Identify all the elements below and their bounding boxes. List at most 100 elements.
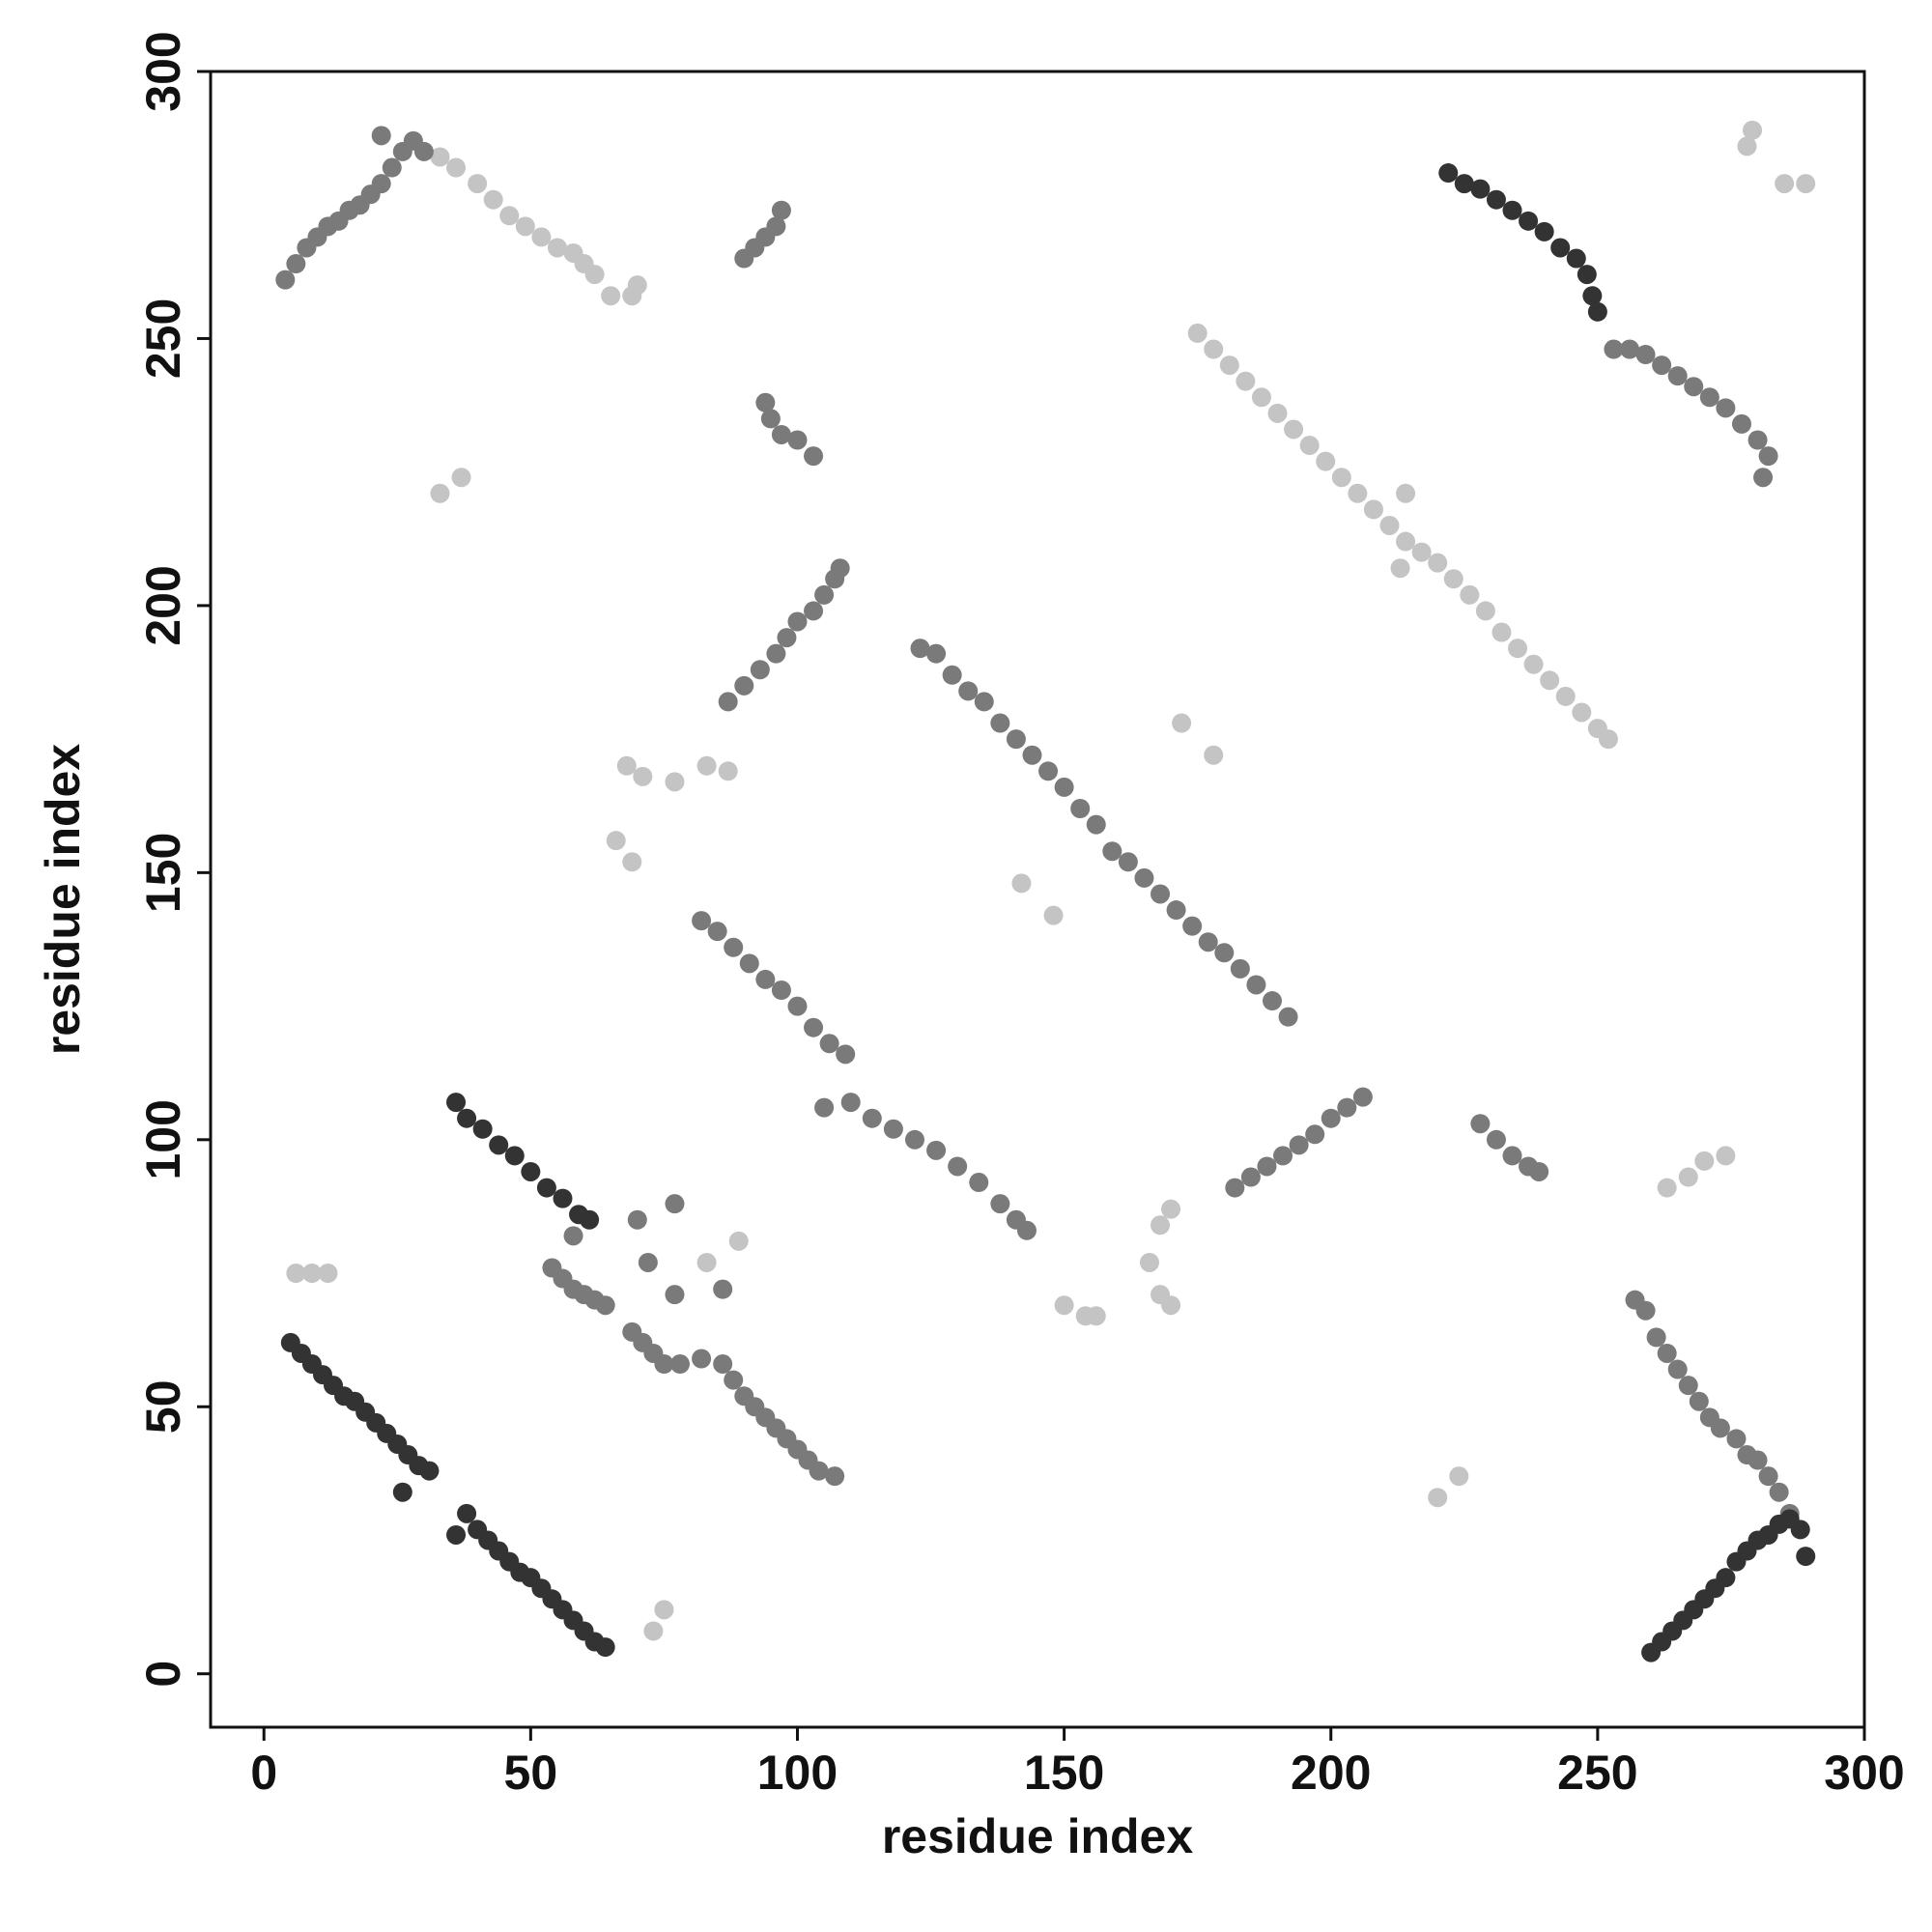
contact-point bbox=[926, 1140, 947, 1160]
contact-point bbox=[521, 1161, 541, 1181]
contact-point bbox=[787, 996, 808, 1016]
contact-point bbox=[1716, 398, 1736, 418]
contact-point bbox=[430, 483, 450, 503]
contact-point bbox=[836, 1044, 856, 1065]
contact-point bbox=[1299, 436, 1320, 456]
contact-point bbox=[627, 275, 647, 296]
contact-point bbox=[974, 692, 994, 712]
contact-point bbox=[1204, 339, 1224, 359]
contact-point bbox=[1758, 446, 1778, 467]
contact-point bbox=[755, 392, 776, 412]
contact-point bbox=[665, 1194, 685, 1214]
contact-point bbox=[1796, 1547, 1816, 1567]
contact-point bbox=[430, 147, 450, 167]
contact-point bbox=[1519, 211, 1539, 231]
contact-point bbox=[718, 692, 738, 712]
contact-point bbox=[760, 409, 781, 429]
contact-point bbox=[595, 1295, 615, 1316]
contact-point bbox=[1172, 713, 1192, 733]
contact-point bbox=[654, 1600, 674, 1620]
contact-point bbox=[1054, 1295, 1074, 1316]
contact-point bbox=[1230, 958, 1250, 979]
contact-point bbox=[771, 200, 791, 220]
contact-point bbox=[472, 1119, 493, 1139]
contact-point bbox=[1460, 584, 1480, 605]
contact-point bbox=[1043, 905, 1064, 925]
contact-point bbox=[1769, 1482, 1789, 1502]
contact-point bbox=[1086, 814, 1106, 835]
contact-point bbox=[830, 558, 850, 579]
contact-point bbox=[1731, 413, 1751, 434]
y-tick-label: 150 bbox=[136, 833, 190, 913]
contact-point bbox=[1550, 238, 1571, 258]
contact-point bbox=[536, 1178, 556, 1198]
contact-point bbox=[457, 1108, 477, 1128]
contact-point bbox=[1352, 1087, 1373, 1107]
contact-point bbox=[1747, 1450, 1768, 1470]
contact-point bbox=[1428, 553, 1448, 573]
contact-point bbox=[446, 1524, 467, 1545]
contact-point bbox=[371, 174, 391, 194]
contact-point bbox=[739, 953, 759, 974]
y-tick-label: 300 bbox=[136, 31, 190, 111]
contact-point bbox=[580, 1209, 600, 1230]
contact-point bbox=[766, 216, 786, 237]
contact-point bbox=[1278, 1007, 1298, 1027]
contact-point bbox=[301, 1264, 322, 1284]
contact-point bbox=[696, 1252, 717, 1272]
contact-point bbox=[713, 1354, 733, 1375]
contact-point bbox=[1102, 841, 1122, 862]
contact-point bbox=[489, 1135, 509, 1155]
contact-point bbox=[1428, 1488, 1448, 1508]
contact-point bbox=[1470, 1114, 1491, 1134]
contact-point bbox=[948, 1156, 968, 1177]
contact-point bbox=[531, 227, 552, 247]
y-tick-label: 200 bbox=[136, 565, 190, 645]
contact-point bbox=[638, 1252, 658, 1272]
contact-point bbox=[825, 1466, 845, 1487]
contact-point bbox=[468, 174, 488, 194]
contact-point bbox=[1006, 729, 1026, 750]
contact-point bbox=[1502, 1146, 1522, 1166]
contact-point bbox=[286, 1264, 306, 1284]
contact-point bbox=[1054, 777, 1074, 797]
y-tick-label: 250 bbox=[136, 298, 190, 379]
contact-point bbox=[724, 1370, 744, 1390]
contact-point bbox=[451, 468, 471, 488]
contact-point bbox=[1475, 601, 1495, 621]
contact-point bbox=[1240, 1167, 1261, 1187]
contact-point bbox=[371, 126, 391, 146]
contact-point bbox=[1316, 451, 1336, 471]
contact-point bbox=[1022, 745, 1042, 765]
contact-point bbox=[1161, 1199, 1181, 1219]
contact-point bbox=[1753, 468, 1774, 488]
contact-point bbox=[1555, 686, 1576, 706]
contact-point bbox=[1492, 622, 1512, 642]
contact-point bbox=[1646, 1327, 1666, 1348]
contact-point bbox=[595, 1637, 615, 1658]
x-tick-label: 150 bbox=[1024, 1746, 1104, 1800]
contact-point bbox=[318, 1264, 338, 1284]
contact-point bbox=[654, 1354, 674, 1375]
contact-point bbox=[958, 681, 979, 701]
contact-point bbox=[1502, 200, 1522, 220]
contact-point bbox=[692, 1349, 712, 1369]
contact-point bbox=[926, 643, 947, 664]
contact-point bbox=[718, 761, 738, 781]
contact-point bbox=[1273, 1146, 1293, 1166]
contact-point bbox=[1139, 1252, 1159, 1272]
contact-point bbox=[1470, 179, 1491, 199]
contact-point bbox=[1689, 1391, 1709, 1411]
contact-point bbox=[1652, 355, 1672, 376]
contact-point bbox=[910, 639, 930, 659]
contact-point bbox=[1678, 1167, 1698, 1187]
y-tick-label: 100 bbox=[136, 1099, 190, 1179]
contact-point bbox=[1454, 174, 1474, 194]
contact-point bbox=[627, 1209, 647, 1230]
contact-point bbox=[1038, 761, 1059, 781]
x-tick-label: 250 bbox=[1557, 1746, 1637, 1800]
x-tick-label: 100 bbox=[757, 1746, 838, 1800]
contact-point bbox=[1236, 371, 1256, 391]
contact-point bbox=[1411, 542, 1432, 562]
contact-point bbox=[1246, 975, 1266, 995]
